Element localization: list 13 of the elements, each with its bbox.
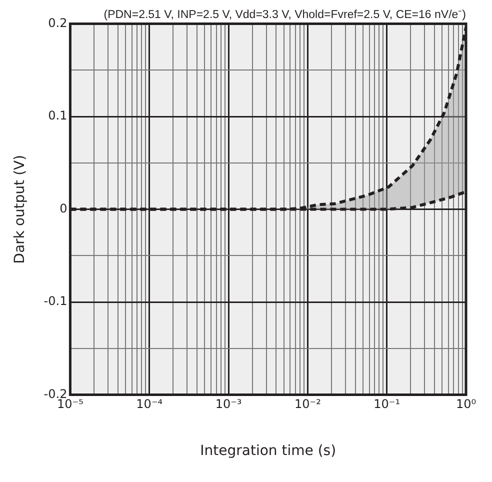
x-tick-label: 10⁻⁵ [57,397,84,412]
x-tick-label: 10⁰ [456,397,476,412]
y-tick-label: 0.1 [48,108,68,123]
x-tick-label: 10⁻¹ [374,397,400,412]
y-axis-title: Dark output (V) [12,154,28,264]
chart-title: (PDN=2.51 V, INP=2.5 V, Vdd=3.3 V, Vhold=Fvref=2.5 V, CE=16 nV/e⁻) [104,9,466,22]
x-tick-label: 10⁻³ [215,397,242,412]
y-tick-label: -0.1 [44,294,68,308]
y-tick-label: 0.2 [48,16,68,30]
x-tick-label: 10⁻² [294,397,322,412]
y-tick-label: 0 [60,201,68,216]
x-tick-label: 10⁻⁴ [136,397,163,412]
x-axis-title: Integration time (s) [200,443,336,460]
